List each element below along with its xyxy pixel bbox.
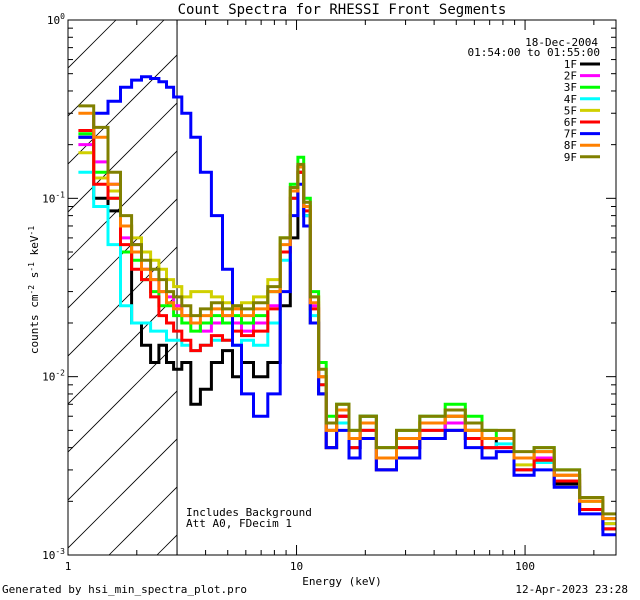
series-9F [78,104,616,516]
y-axis-label: counts cm-2 s-1 keV-1 [27,226,41,354]
hatch-line [68,246,178,357]
footer-generated-by: Generated by hsi_min_spectra_plot.pro [2,583,248,596]
legend-label: 2F [564,70,577,83]
legend-item: 6F [564,116,600,129]
legend-item: 4F [564,93,600,106]
series-5F [78,151,616,526]
y-tick-label: 10-1 [42,190,65,205]
legend-label: 9F [564,151,577,164]
hatch-line [68,20,165,117]
hatch-line [68,390,178,501]
svg-text:counts cm-2 s-1 keV-1: counts cm-2 s-1 keV-1 [27,226,41,354]
legend-item: 8F [564,139,600,152]
hatch-line [68,150,178,261]
legend-item: 7F [564,128,600,141]
annotation-background: Includes Background [186,506,312,519]
footer-timestamp: 12-Apr-2023 23:28 [515,583,628,596]
y-tick-label: 10-2 [42,369,65,384]
legend-item: 3F [564,81,600,94]
time-range-label: 01:54:00 to 01:55:00 [468,46,600,59]
chart-title: Count Spectra for RHESSI Front Segments [178,2,507,18]
hatch-line [68,102,178,213]
series-7F [78,75,616,537]
legend-label: 7F [564,128,577,141]
y-tick-label: 100 [47,12,65,27]
hatch-line [68,20,117,69]
legend-label: 5F [564,104,577,117]
axes: 1 10 100 100 10-1 10-2 10-3 [42,12,616,573]
legend-label: 1F [564,58,577,71]
legend-label: 8F [564,139,577,152]
hatch-line [68,438,178,549]
legend-item: 1F [564,58,600,71]
date-label: 18-Dec-2004 [525,36,598,49]
x-tick-label: 10 [290,560,303,573]
legend-item: 2F [564,70,600,83]
hatch-line [68,54,178,165]
legend-label: 3F [564,81,577,94]
legend-item: 5F [564,104,600,117]
attenuator-hatch-region [68,20,178,555]
plot-frame [67,19,617,556]
hatch-line [68,198,178,309]
legend-item: 9F [564,151,600,164]
x-tick-label: 1 [65,560,72,573]
hatch-line [68,342,178,453]
x-axis-label: Energy (keV) [302,575,381,588]
x-tick-label: 100 [515,560,535,573]
series-group [78,75,616,537]
annotation-attenuator: Att A0, FDecim 1 [186,517,292,530]
legend-label: 6F [564,116,577,129]
legend-label: 4F [564,93,577,106]
hatch-lines [68,20,178,555]
y-tick-label: 10-3 [42,547,65,562]
series-2F [78,143,616,526]
